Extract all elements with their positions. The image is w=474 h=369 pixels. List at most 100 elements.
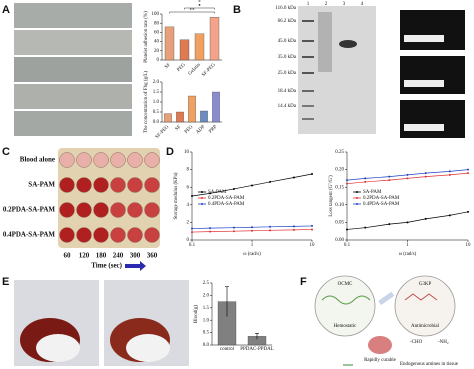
point (251, 226, 253, 229)
marker-label: 35.0 kDa (278, 55, 297, 60)
well (76, 152, 92, 168)
y-axis-label: Storage modulus (KPa) (174, 172, 179, 219)
point (269, 180, 272, 183)
y-tick-label: 0.15 (335, 185, 344, 190)
point (209, 230, 212, 233)
point (311, 228, 313, 231)
point (292, 228, 295, 231)
y-tick-label: 8 (187, 168, 190, 173)
y-tick-label: 1.0 (153, 100, 160, 105)
x-axis-label: ω (rad/s) (399, 252, 417, 257)
well (93, 202, 109, 218)
y-tick-label: 100 (152, 12, 160, 17)
point (292, 225, 295, 228)
row-label: SA-PAM (28, 181, 55, 189)
well (127, 177, 143, 193)
well (110, 202, 126, 218)
well (93, 227, 109, 243)
time-label: 180 (96, 252, 107, 260)
bar (209, 17, 220, 61)
point (364, 226, 367, 229)
diagram-legend: -CHO (410, 340, 423, 345)
x-tick-label: 10 (310, 243, 316, 248)
y-tick-label: 0 (157, 58, 160, 63)
x-tick-label: 1 (406, 243, 409, 248)
significance-label: * (198, 1, 201, 6)
well (144, 152, 160, 168)
x-tick-label: SF (164, 63, 172, 71)
lane-label: 3 (343, 2, 346, 7)
bar (212, 91, 220, 123)
point (388, 223, 391, 226)
diagram-legend: -NH₂ (438, 340, 449, 345)
point (269, 225, 272, 228)
x-tick-label: 10 (466, 243, 472, 248)
legend-label: 0.2PDA-SA-PAM (363, 196, 400, 201)
point (406, 177, 409, 180)
point (467, 172, 469, 175)
x-tick-label: Gelatin (188, 62, 202, 76)
y-tick-label: 0.05 (335, 221, 344, 226)
panel-label: C (2, 146, 10, 158)
diagram-shapes (314, 275, 456, 366)
y-axis-label: Blood(g) (194, 305, 199, 323)
well-plate (58, 148, 160, 248)
panel-label: E (2, 276, 9, 288)
point (388, 175, 391, 178)
y-tick-label: 20 (154, 49, 160, 54)
legend-label: 0.4PDA-SA-PAM (363, 202, 400, 207)
x-tick-label: PPDAC-PPDAL (240, 347, 274, 352)
point (311, 224, 313, 227)
time-arrow (125, 261, 146, 271)
y-tick-label: 2.5 (203, 281, 210, 286)
point (346, 228, 348, 231)
point (292, 176, 295, 179)
marker-label: 66.2 kDa (278, 19, 297, 24)
legend-label: SA-PAM (363, 190, 382, 195)
bar (164, 113, 172, 123)
point (467, 210, 469, 213)
y-tick-label: 0.5 (153, 110, 160, 115)
y-tick-label: 2 (187, 221, 190, 226)
y-tick-label: 0.20 (335, 168, 344, 173)
point (311, 173, 313, 175)
row-label: 0.4PDA-SA-PAM (3, 231, 56, 239)
legend-marker (201, 191, 203, 193)
point (424, 172, 427, 175)
legend-label: 0.2PDA-SA-PAM (208, 196, 245, 201)
well (127, 152, 143, 168)
y-axis-label: Platelet adhesion rate (%) (144, 11, 149, 63)
well (93, 177, 109, 193)
y-tick-label: 0.00 (335, 238, 344, 243)
row-label: Blood alone (20, 156, 55, 164)
point (191, 227, 193, 230)
point (406, 173, 409, 176)
diagram-note: Endogenous amines in tissue (400, 362, 459, 367)
well (59, 202, 75, 218)
micrograph-stack (14, 3, 132, 136)
bar (188, 95, 196, 123)
point (448, 173, 451, 176)
point (424, 217, 427, 220)
diagram-label: OCMC (338, 282, 353, 287)
well (144, 202, 160, 218)
point (269, 229, 272, 232)
time-label: 360 (147, 252, 158, 260)
y-tick-label: 0.25 (335, 150, 344, 155)
marker-label: 116.0 kDa (275, 6, 296, 11)
well (110, 227, 126, 243)
well (93, 152, 109, 168)
marker-label: 45.0 kDa (278, 39, 297, 44)
x-tick-label: control (220, 347, 235, 352)
bar (200, 110, 208, 123)
well (127, 202, 143, 218)
point (191, 195, 193, 197)
panel-label: F (300, 276, 307, 288)
y-tick-label: 0.0 (153, 120, 160, 125)
x-tick-label: PEG (184, 124, 194, 134)
time-label: 300 (130, 252, 141, 260)
point (346, 179, 348, 182)
x-tick-label: PEG (177, 62, 187, 72)
y-tick-label: 0.5 (203, 331, 210, 336)
